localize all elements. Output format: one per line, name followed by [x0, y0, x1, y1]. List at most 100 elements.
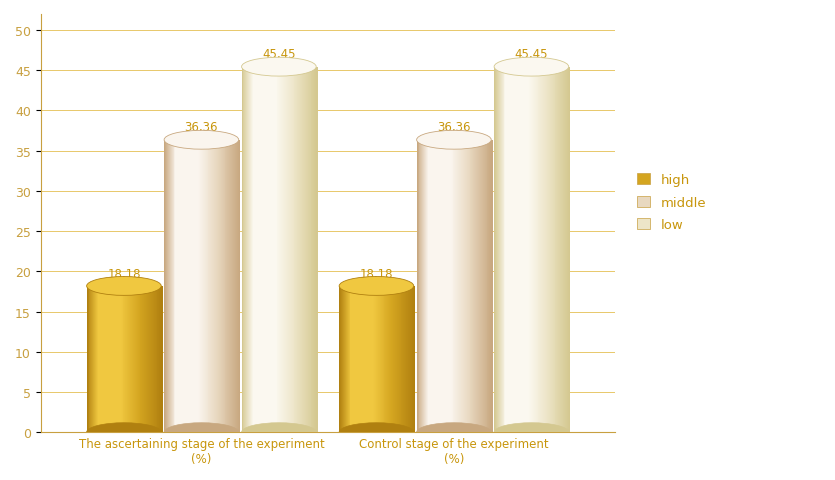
Bar — [360, 287, 362, 432]
Bar — [287, 68, 288, 432]
Bar — [361, 287, 362, 432]
Bar — [477, 141, 478, 432]
Bar — [219, 141, 220, 432]
Bar — [542, 68, 544, 432]
Bar — [563, 68, 564, 432]
Ellipse shape — [241, 58, 316, 77]
Bar — [216, 141, 218, 432]
Bar — [364, 287, 365, 432]
Bar — [433, 141, 434, 432]
Bar — [183, 141, 185, 432]
Bar — [115, 287, 116, 432]
Bar — [443, 141, 444, 432]
Bar — [273, 68, 274, 432]
Bar — [153, 287, 154, 432]
Bar — [378, 287, 379, 432]
Bar — [389, 287, 391, 432]
Bar — [234, 141, 235, 432]
Bar — [513, 68, 514, 432]
Bar — [276, 68, 277, 432]
Bar — [125, 287, 127, 432]
Bar — [278, 68, 280, 432]
Bar — [350, 287, 351, 432]
Bar — [154, 287, 156, 432]
Bar — [103, 287, 104, 432]
Bar — [250, 68, 251, 432]
Ellipse shape — [494, 423, 569, 442]
Bar — [126, 287, 128, 432]
Bar — [434, 141, 436, 432]
Ellipse shape — [164, 423, 239, 442]
Bar — [145, 287, 147, 432]
Bar — [401, 287, 402, 432]
Bar — [555, 68, 557, 432]
Bar — [220, 141, 221, 432]
Ellipse shape — [417, 131, 491, 150]
Bar — [179, 141, 180, 432]
Bar — [100, 287, 101, 432]
Bar — [200, 141, 201, 432]
Bar — [419, 141, 421, 432]
Bar — [394, 287, 396, 432]
Bar — [277, 68, 279, 432]
Bar — [390, 287, 392, 432]
Bar — [340, 287, 342, 432]
Bar — [516, 68, 518, 432]
Bar — [294, 68, 295, 432]
Bar — [346, 287, 347, 432]
Bar — [538, 68, 539, 432]
Bar — [546, 68, 548, 432]
Text: 45,45: 45,45 — [262, 48, 296, 61]
Bar — [161, 287, 163, 432]
Bar — [430, 141, 432, 432]
Bar — [218, 141, 220, 432]
Bar — [549, 68, 550, 432]
Bar — [525, 68, 527, 432]
Bar — [474, 141, 476, 432]
Bar — [437, 141, 438, 432]
Bar — [562, 68, 564, 432]
Bar — [311, 68, 313, 432]
Bar — [511, 68, 513, 432]
Bar — [347, 287, 348, 432]
Bar — [358, 287, 360, 432]
Bar — [94, 287, 96, 432]
Bar — [113, 287, 114, 432]
Bar — [299, 68, 301, 432]
Bar — [382, 287, 384, 432]
Bar — [252, 68, 254, 432]
Bar — [139, 287, 141, 432]
Bar — [348, 287, 350, 432]
Bar — [397, 287, 399, 432]
Bar — [242, 68, 244, 432]
Bar — [285, 68, 286, 432]
Text: 45,45: 45,45 — [514, 48, 548, 61]
Bar — [303, 68, 305, 432]
Bar — [124, 287, 125, 432]
Bar — [109, 287, 111, 432]
Bar — [159, 287, 160, 432]
Bar — [369, 287, 371, 432]
Bar — [418, 141, 420, 432]
Bar — [536, 68, 537, 432]
Bar — [159, 287, 161, 432]
Bar — [150, 287, 151, 432]
Bar — [488, 141, 490, 432]
Bar — [210, 141, 212, 432]
Ellipse shape — [87, 423, 161, 442]
Bar — [487, 141, 488, 432]
Bar — [164, 141, 165, 432]
Bar — [367, 287, 368, 432]
Bar — [264, 68, 266, 432]
Bar — [398, 287, 400, 432]
Bar — [97, 287, 99, 432]
Bar — [418, 141, 419, 432]
Bar — [127, 287, 129, 432]
Bar — [290, 68, 291, 432]
Bar — [312, 68, 314, 432]
Bar — [505, 68, 507, 432]
Bar — [490, 141, 492, 432]
Bar — [305, 68, 306, 432]
Bar — [217, 141, 219, 432]
Bar — [291, 68, 293, 432]
